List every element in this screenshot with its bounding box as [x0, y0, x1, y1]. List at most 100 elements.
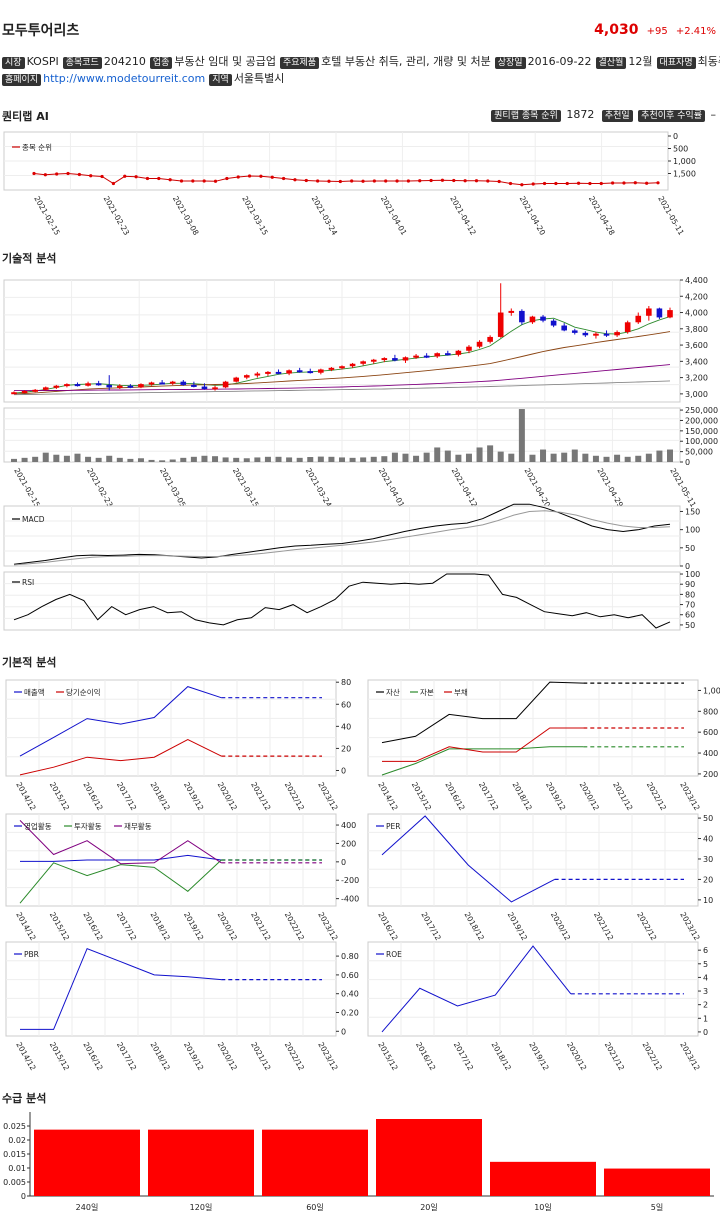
x-tick-label: 2021/12 — [592, 911, 615, 943]
info-tag: 종목코드 — [62, 57, 102, 69]
info-value: 호텔 부동산 취득, 관리, 개량 및 처분 — [321, 55, 491, 68]
rank-point — [111, 181, 116, 186]
x-tick-label: 2021-03-15 — [240, 195, 270, 237]
x-tick-label: 2018/12 — [510, 781, 533, 813]
volume-bar — [540, 449, 547, 462]
rank-value: 1872 — [566, 108, 595, 121]
rank-point — [645, 181, 649, 185]
x-tick-label: 2021-05-11 — [656, 195, 686, 237]
price-change: +95 — [646, 26, 668, 37]
y-tick-label: 400 — [341, 821, 356, 830]
rank-point — [440, 178, 445, 182]
y-tick-label: 60 — [685, 611, 695, 620]
legend-label: 부채 — [454, 687, 468, 697]
volume-bar — [85, 456, 92, 462]
y-tick-label: 80 — [685, 590, 695, 599]
y-tick-label: 0 — [685, 562, 690, 571]
candle-body — [667, 310, 673, 318]
x-tick-label: 2021-02-23 — [102, 195, 132, 237]
rank-point — [588, 181, 592, 186]
candle-body — [328, 367, 335, 370]
candle-body — [582, 332, 589, 336]
candle-body — [243, 375, 250, 378]
volume-bar — [95, 457, 102, 462]
y-tick-label: 100,000 — [685, 437, 718, 446]
legend-label: 자산 — [386, 687, 400, 697]
x-tick-label: 2017/12 — [115, 1041, 138, 1073]
volume-bar — [391, 452, 398, 462]
x-tick-label: 2020/12 — [216, 1041, 239, 1073]
y-tick-label: 250,000 — [685, 406, 718, 415]
x-tick-label: 2016/12 — [443, 781, 466, 813]
info-tag: 결산월 — [595, 57, 627, 69]
x-tick-label: 2015/12 — [48, 1041, 71, 1073]
legend-label: 종목 순위 — [22, 143, 52, 152]
legend-label: ROE — [386, 950, 402, 959]
rank-point — [247, 174, 252, 178]
series-line — [381, 945, 572, 1033]
x-tick-label: 2018/12 — [463, 911, 486, 943]
volume-bar — [571, 449, 578, 462]
candle-body — [593, 333, 599, 336]
x-tick-label: 2021-02-15 — [32, 195, 62, 237]
x-tick-label: 2019/12 — [527, 1041, 550, 1073]
rank-point — [418, 179, 422, 183]
rsi-line — [13, 573, 671, 629]
y-tick-label: 20 — [341, 744, 351, 753]
x-tick-label: 240일 — [76, 1203, 99, 1212]
candle-body — [21, 391, 28, 394]
candle-body — [550, 320, 557, 326]
y-tick-label: 0.02 — [8, 1136, 26, 1145]
x-tick-label: 2015/12 — [376, 1041, 399, 1073]
candle-body — [540, 316, 546, 321]
rank-point — [406, 179, 410, 183]
x-tick-label: 2021-02-23 — [85, 467, 115, 509]
y-tick-label: 0 — [703, 1028, 708, 1037]
x-tick-label: 2017/12 — [115, 781, 138, 813]
rank-point — [145, 176, 150, 181]
candle-body — [349, 363, 356, 367]
y-tick-label: 0.20 — [341, 1009, 359, 1018]
y-tick-label: 800 — [703, 707, 718, 716]
x-tick-label: 2016/12 — [81, 781, 104, 813]
moving-average-line — [13, 380, 671, 396]
rank-point — [134, 175, 138, 179]
info-tag: 상장일 — [494, 57, 526, 69]
candle-body — [519, 310, 525, 323]
x-tick-label: 2021-03-24 — [304, 467, 334, 509]
quantlab-title: 퀀티랩 AI — [2, 110, 49, 123]
supply-bar — [604, 1168, 710, 1196]
volume-bar — [328, 456, 335, 462]
y-tick-label: 0 — [341, 1027, 346, 1036]
x-tick-label: 2020/12 — [549, 911, 572, 943]
rank-point — [372, 179, 376, 183]
x-tick-label: 2014/12 — [376, 781, 399, 813]
supply-bar — [34, 1129, 140, 1196]
stock-name: 모두투어리츠 — [2, 23, 80, 39]
info-value: 부동산 임대 및 공급업 — [174, 55, 276, 68]
candle-body — [646, 308, 652, 316]
y-tick-label: 50 — [685, 621, 695, 630]
y-tick-label: 50,000 — [685, 448, 713, 457]
x-tick-label: 2017/12 — [115, 911, 138, 943]
homepage-link[interactable]: http://www.modetourreit.com — [43, 72, 206, 85]
volume-bar — [635, 455, 642, 462]
x-tick-label: 2017/12 — [419, 911, 442, 943]
info-value: 최동주 — [697, 55, 720, 68]
candle-body — [603, 333, 610, 336]
x-tick-label: 2021-04-28 — [587, 195, 617, 237]
volume-bar — [550, 453, 557, 462]
y-tick-label: 10 — [703, 896, 713, 905]
candle-body — [487, 336, 493, 342]
x-tick-label: 2016/12 — [414, 1041, 437, 1073]
x-tick-label: 10일 — [534, 1203, 552, 1212]
x-tick-label: 2018/12 — [148, 1041, 171, 1073]
x-tick-label: 2020/12 — [578, 781, 601, 813]
volume-bar — [455, 454, 462, 462]
candle-body — [85, 383, 91, 386]
x-tick-label: 2019/12 — [544, 781, 567, 813]
x-tick-label: 5일 — [651, 1203, 663, 1212]
candle-body — [275, 371, 282, 374]
legend-label: 투자활동 — [74, 821, 102, 831]
x-tick-label: 2022/12 — [635, 911, 658, 943]
